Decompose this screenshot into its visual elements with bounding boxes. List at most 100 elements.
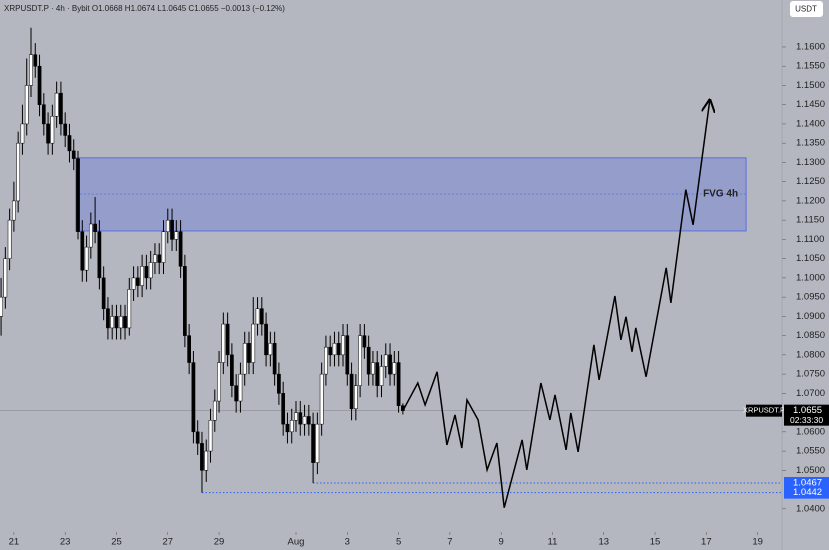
candle-body bbox=[225, 323, 230, 356]
candle-body bbox=[118, 316, 123, 329]
y-tick-label: 1.0750 bbox=[796, 369, 825, 380]
candle-body bbox=[106, 308, 110, 329]
candle-body bbox=[375, 362, 380, 386]
candle-body bbox=[88, 223, 93, 248]
candle-body bbox=[371, 362, 375, 375]
y-tick-label: 1.1550 bbox=[796, 61, 825, 72]
x-tick-label: 11 bbox=[548, 537, 558, 548]
y-tick-label: 1.1450 bbox=[796, 99, 825, 110]
candle-body bbox=[362, 335, 367, 348]
candle-body bbox=[221, 323, 226, 363]
candle-body bbox=[174, 231, 179, 240]
candle-body bbox=[3, 258, 8, 298]
candle-body bbox=[272, 343, 277, 375]
candle-body bbox=[204, 450, 209, 471]
candle-body bbox=[366, 346, 371, 375]
y-tick-label: 1.0700 bbox=[796, 388, 825, 399]
x-tick-label: 5 bbox=[396, 537, 401, 548]
candle-body bbox=[247, 343, 251, 363]
x-tick-label: 9 bbox=[499, 537, 504, 548]
candle-body bbox=[54, 92, 59, 117]
y-tick-label: 1.1350 bbox=[796, 138, 825, 149]
symbol-box bbox=[746, 404, 782, 417]
y-tick-label: 1.0900 bbox=[796, 311, 825, 322]
candle-body bbox=[255, 308, 260, 325]
candle-body bbox=[217, 362, 221, 402]
candle-body bbox=[97, 231, 102, 279]
candle-body bbox=[311, 423, 315, 463]
y-tick-label: 1.1000 bbox=[796, 272, 825, 283]
currency-label[interactable]: USDT bbox=[795, 5, 817, 14]
y-tick-label: 1.1200 bbox=[796, 195, 825, 206]
candle-body bbox=[345, 335, 350, 375]
candle-body bbox=[285, 423, 290, 433]
candle-body bbox=[328, 346, 333, 356]
candle-body bbox=[336, 343, 341, 356]
candle-body bbox=[392, 362, 397, 375]
price-label-box bbox=[784, 477, 829, 490]
candle-body bbox=[80, 231, 85, 271]
candle-body bbox=[63, 123, 68, 136]
x-tick-label: Aug bbox=[288, 537, 305, 548]
candle-body bbox=[46, 123, 50, 144]
candle-body bbox=[101, 277, 106, 309]
fvg-zone bbox=[75, 157, 747, 232]
candle-body bbox=[71, 150, 76, 159]
candle-body bbox=[153, 254, 157, 263]
y-tick-label: 1.0800 bbox=[796, 349, 825, 360]
candle-body bbox=[200, 443, 204, 471]
y-tick-label: 1.0600 bbox=[796, 426, 825, 437]
candle-body bbox=[135, 277, 140, 286]
candle-body bbox=[264, 323, 268, 356]
candle-body bbox=[230, 354, 234, 386]
y-tick-label: 1.0550 bbox=[796, 446, 825, 457]
candle-body bbox=[383, 354, 388, 367]
candle-body bbox=[379, 366, 384, 386]
candle-body bbox=[208, 420, 213, 452]
chart-title: XRPUSDT.P · 4h · Bybit O1.0668 H1.0674 L… bbox=[4, 4, 285, 13]
price-label: 1.0467 bbox=[793, 478, 822, 489]
candle-body bbox=[178, 231, 183, 267]
x-tick-label: 3 bbox=[345, 537, 350, 548]
x-tick-label: 23 bbox=[60, 537, 71, 548]
candle-body bbox=[302, 416, 307, 425]
candle-body bbox=[238, 373, 243, 402]
y-tick-label: 1.1100 bbox=[796, 234, 824, 245]
candle-body bbox=[0, 296, 3, 317]
candle-body bbox=[114, 316, 119, 329]
candle-body bbox=[29, 54, 33, 86]
candle-body bbox=[324, 346, 328, 375]
candle-body bbox=[183, 266, 187, 336]
candle-body bbox=[16, 142, 21, 202]
candle-body bbox=[84, 246, 89, 271]
candle-body bbox=[319, 373, 324, 425]
y-tick-label: 1.0850 bbox=[796, 330, 825, 341]
last-price-box bbox=[784, 404, 829, 426]
candle-body bbox=[212, 400, 217, 421]
candle-body bbox=[110, 316, 115, 329]
candle-body bbox=[67, 135, 72, 152]
y-tick-label: 1.0400 bbox=[796, 503, 825, 514]
candle-body bbox=[353, 385, 358, 409]
candle-body bbox=[234, 385, 239, 402]
candle-body bbox=[251, 323, 256, 363]
candle-body bbox=[277, 373, 281, 394]
y-tick-label: 1.1400 bbox=[796, 118, 825, 129]
candle-body bbox=[170, 219, 174, 240]
price-label: 1.0442 bbox=[793, 487, 822, 498]
ohlc: O1.0668 H1.0674 L1.0645 C1.0655 −0.0013 … bbox=[92, 4, 285, 13]
y-tick-label: 1.1300 bbox=[796, 157, 825, 168]
candle-body bbox=[37, 65, 42, 105]
candle-body bbox=[289, 420, 294, 433]
x-tick-label: 15 bbox=[650, 537, 661, 548]
candle-body bbox=[165, 219, 170, 232]
candle-body bbox=[306, 416, 311, 425]
currency-button[interactable] bbox=[790, 1, 823, 17]
candle-body bbox=[161, 231, 166, 263]
candle-body bbox=[148, 262, 153, 279]
y-tick-label: 1.1050 bbox=[796, 253, 825, 264]
y-tick-label: 1.0500 bbox=[796, 465, 825, 476]
candle-body bbox=[157, 254, 162, 263]
y-tick-label: 1.1250 bbox=[796, 176, 825, 187]
